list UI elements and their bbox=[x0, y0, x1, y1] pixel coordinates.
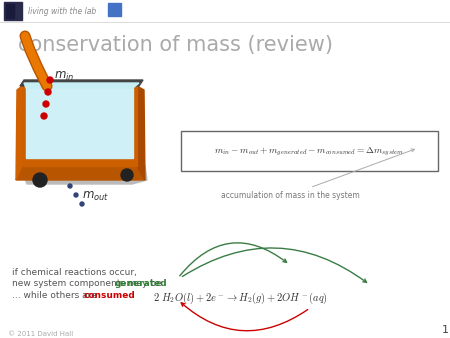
Text: $2\ H_2O(l) + 2e^- \rightarrow H_2(g) + 2OH^-(aq)$: $2\ H_2O(l) + 2e^- \rightarrow H_2(g) + … bbox=[153, 290, 328, 306]
Circle shape bbox=[43, 101, 49, 107]
Text: $m_{out}$: $m_{out}$ bbox=[82, 190, 109, 202]
Circle shape bbox=[68, 184, 72, 188]
Circle shape bbox=[45, 89, 51, 95]
Circle shape bbox=[41, 113, 47, 119]
Polygon shape bbox=[24, 83, 139, 88]
Text: 1: 1 bbox=[442, 325, 449, 335]
Polygon shape bbox=[137, 86, 145, 180]
Bar bbox=[4, 2, 22, 20]
FancyArrowPatch shape bbox=[181, 303, 308, 331]
Polygon shape bbox=[16, 166, 145, 180]
Polygon shape bbox=[16, 86, 22, 180]
Circle shape bbox=[121, 169, 133, 181]
FancyArrowPatch shape bbox=[182, 248, 367, 283]
Circle shape bbox=[80, 202, 84, 206]
Circle shape bbox=[74, 193, 78, 197]
Text: living with the lab: living with the lab bbox=[28, 6, 96, 16]
Text: © 2011 David Hall: © 2011 David Hall bbox=[8, 331, 73, 337]
Polygon shape bbox=[24, 166, 147, 184]
FancyArrowPatch shape bbox=[180, 243, 287, 276]
Text: generated: generated bbox=[115, 280, 167, 289]
Circle shape bbox=[33, 173, 47, 187]
Text: $m_{in}$: $m_{in}$ bbox=[54, 69, 74, 82]
Text: ... while others are: ... while others are bbox=[12, 291, 99, 300]
Polygon shape bbox=[20, 80, 143, 86]
Text: conservation of mass (review): conservation of mass (review) bbox=[18, 35, 333, 55]
Text: if chemical reactions occur,: if chemical reactions occur, bbox=[12, 267, 137, 276]
Bar bbox=[6, 4, 14, 18]
Bar bbox=[108, 3, 121, 16]
Text: consumed: consumed bbox=[84, 291, 136, 300]
Bar bbox=[22, 86, 137, 166]
FancyBboxPatch shape bbox=[181, 131, 438, 171]
Text: new system components may be: new system components may be bbox=[12, 280, 165, 289]
Circle shape bbox=[47, 77, 53, 83]
Bar bbox=[26, 88, 133, 158]
Text: accumulation of mass in the system: accumulation of mass in the system bbox=[220, 149, 414, 199]
Text: $m_{in} - m_{out} + m_{generated} - m_{consumed} = \Delta m_{system}$: $m_{in} - m_{out} + m_{generated} - m_{c… bbox=[214, 146, 405, 158]
